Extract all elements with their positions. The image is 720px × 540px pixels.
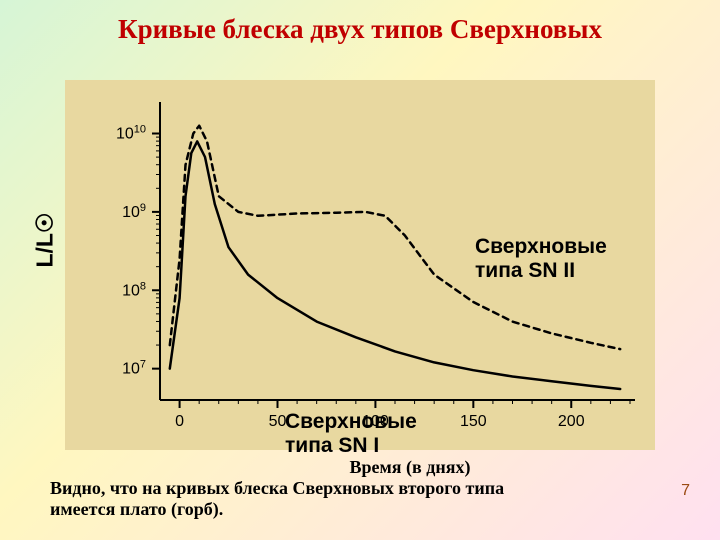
caption-line2: имеется плато (горб). [50,499,690,520]
page-number: 7 [681,482,690,500]
svg-text:200: 200 [558,413,585,430]
page-title: Кривые блеска двух типов Сверхновых [0,14,720,45]
x-axis-label: Время (в днях) [130,457,690,478]
y-axis-label: L/L☉ [32,212,59,267]
svg-text:1010: 1010 [116,124,146,143]
annotation-0: Сверхновыетипа SN II [475,235,607,283]
annotation-1: Сверхновыетипа SN I [285,410,417,458]
caption-line1: Видно, что на кривых блеска Сверхновых в… [50,478,690,499]
svg-text:108: 108 [122,280,146,299]
svg-text:0: 0 [175,413,184,430]
svg-text:109: 109 [122,202,146,221]
svg-text:50: 50 [269,413,287,430]
svg-text:150: 150 [460,413,487,430]
svg-text:107: 107 [122,359,146,378]
